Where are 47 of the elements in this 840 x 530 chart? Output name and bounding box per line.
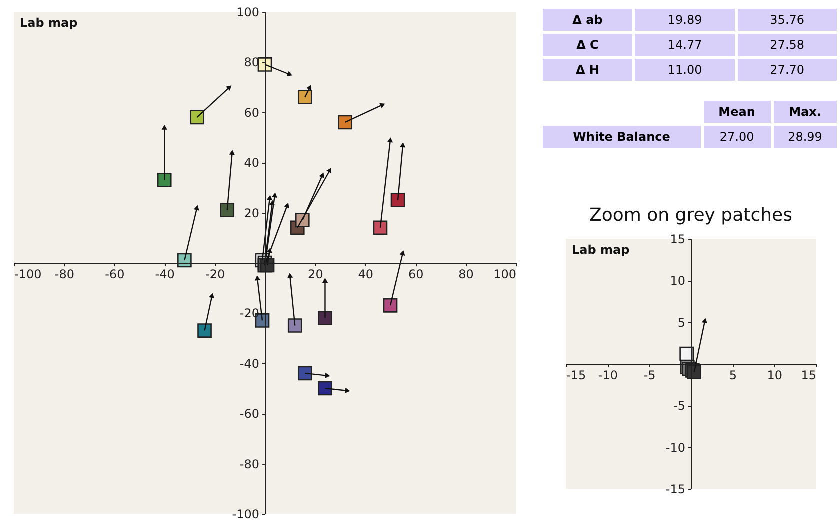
text: 35.76 — [738, 9, 837, 31]
x-tick-label: -40 — [155, 268, 175, 282]
text: 14.77 — [635, 34, 735, 56]
y-tick-label: -10 — [666, 440, 686, 455]
text: 11.00 — [635, 59, 735, 81]
y-tick-label: 60 — [244, 106, 260, 120]
x-tick-label: 15 — [801, 368, 816, 382]
text: 28.99 — [774, 126, 837, 148]
text: 27.58 — [738, 34, 837, 56]
x-tick-label: -20 — [205, 268, 226, 282]
x-tick-label: -60 — [105, 268, 125, 282]
y-tick-label: -80 — [240, 457, 260, 472]
y-tick-label: 15 — [670, 232, 686, 246]
x-tick-label: -80 — [54, 268, 75, 282]
y-tick-label: 100 — [236, 6, 260, 20]
x-tick-label: 40 — [358, 268, 374, 282]
text: Mean — [704, 101, 771, 123]
y-tick-label: 5 — [678, 316, 686, 330]
x-tick-label: -15 — [566, 368, 586, 382]
chart-title: Lab map — [20, 16, 78, 30]
x-tick-label: -10 — [598, 368, 618, 382]
text: Δ C — [543, 34, 632, 56]
y-tick-label: 40 — [244, 156, 260, 170]
x-tick-label: -100 — [14, 268, 42, 282]
text: White Balance — [543, 126, 701, 148]
y-tick-label: -40 — [240, 356, 260, 371]
y-tick-label: -15 — [666, 482, 686, 496]
y-tick-label: -20 — [240, 306, 260, 321]
text: Max. — [774, 101, 837, 123]
chart-title: Zoom on grey patches — [590, 205, 792, 226]
y-tick-label: -100 — [232, 508, 260, 522]
text: 27.70 — [738, 59, 837, 81]
x-tick-label: 20 — [308, 268, 324, 282]
text: Δ H — [543, 59, 632, 81]
x-tick-label: 5 — [729, 368, 737, 382]
x-tick-label: 100 — [494, 268, 516, 282]
x-tick-label: 60 — [408, 268, 424, 282]
y-tick-label: -5 — [674, 399, 686, 414]
y-tick-label: 20 — [244, 206, 260, 220]
x-tick-label: -5 — [644, 368, 656, 382]
x-tick-label: 10 — [767, 368, 782, 382]
text: Δ ab — [543, 9, 632, 31]
text: 19.89 — [635, 9, 735, 31]
annotation: Lab map — [572, 243, 630, 257]
x-tick-label: 80 — [458, 268, 474, 282]
y-tick-label: -60 — [240, 407, 260, 422]
text: 27.00 — [704, 126, 771, 148]
